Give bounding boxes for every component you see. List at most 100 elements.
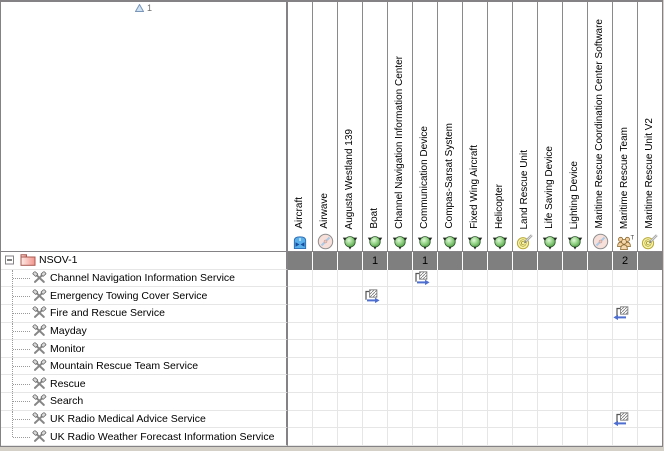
matrix-cell[interactable] [313,393,338,411]
column-header-boat[interactable]: Boat [363,2,388,251]
matrix-cell[interactable] [613,287,638,305]
matrix-cell[interactable] [513,428,538,446]
matrix-cell[interactable] [488,357,513,376]
matrix-cell[interactable] [338,393,363,411]
matrix-cell[interactable] [338,269,363,288]
matrix-cell[interactable] [513,322,538,341]
matrix-cell[interactable] [463,322,488,341]
sort-indicator[interactable]: 1 [135,3,152,13]
tree-item-monitor[interactable]: Monitor [1,340,288,358]
matrix-cell[interactable] [288,287,313,305]
matrix-cell[interactable] [563,322,588,341]
matrix-cell[interactable] [538,375,563,394]
matrix-cell[interactable] [313,322,338,341]
matrix-cell[interactable] [588,287,613,305]
matrix-cell[interactable] [538,269,563,288]
matrix-cell[interactable] [588,428,613,446]
matrix-cell[interactable] [513,375,538,394]
matrix-cell[interactable] [488,340,513,358]
matrix-cell[interactable] [388,393,413,411]
matrix-cell[interactable] [413,375,438,394]
matrix-cell[interactable] [488,428,513,446]
matrix-cell[interactable] [638,269,662,288]
column-header-life-saving-device[interactable]: Life Saving Device [538,2,563,251]
matrix-cell[interactable] [313,428,338,446]
matrix-cell[interactable] [588,393,613,411]
column-header-maritime-rescue-unit-v2[interactable]: Maritime Rescue Unit V2 © [638,2,662,251]
matrix-cell[interactable] [413,322,438,341]
matrix-cell[interactable] [463,357,488,376]
matrix-cell[interactable] [288,410,313,429]
matrix-cell[interactable] [413,340,438,358]
matrix-cell[interactable] [588,410,613,429]
matrix-cell[interactable] [588,322,613,341]
matrix-cell[interactable] [438,269,463,288]
matrix-cell[interactable] [538,340,563,358]
matrix-cell[interactable] [638,428,662,446]
matrix-cell[interactable] [288,375,313,394]
matrix-cell[interactable] [413,428,438,446]
matrix-cell[interactable] [338,410,363,429]
tree-item-uk-radio-weather-forecast-information-service[interactable]: UK Radio Weather Forecast Information Se… [1,428,288,446]
matrix-cell[interactable] [388,357,413,376]
column-header-fixed-wing-aircraft[interactable]: Fixed Wing Aircraft [463,2,488,251]
matrix-cell[interactable] [488,393,513,411]
matrix-cell[interactable] [463,375,488,394]
matrix-cell[interactable] [638,287,662,305]
collapse-expander-icon[interactable] [5,255,14,265]
matrix-cell[interactable] [513,357,538,376]
matrix-cell[interactable] [538,410,563,429]
matrix-cell[interactable] [563,287,588,305]
matrix-cell[interactable] [538,428,563,446]
matrix-cell[interactable] [563,410,588,429]
matrix-cell[interactable] [463,428,488,446]
matrix-cell[interactable] [588,375,613,394]
matrix-cell[interactable] [538,287,563,305]
matrix-cell[interactable] [588,340,613,358]
matrix-cell[interactable] [438,322,463,341]
matrix-cell[interactable] [613,304,638,323]
matrix-cell[interactable] [563,269,588,288]
matrix-cell[interactable] [538,304,563,323]
matrix-cell[interactable] [513,269,538,288]
matrix-cell[interactable] [313,410,338,429]
matrix-cell[interactable] [613,428,638,446]
column-header-land-rescue-unit[interactable]: Land Rescue Unit © [513,2,538,251]
matrix-cell[interactable] [363,410,388,429]
matrix-cell[interactable] [613,269,638,288]
matrix-cell[interactable] [488,322,513,341]
matrix-cell[interactable] [288,393,313,411]
matrix-cell[interactable] [438,393,463,411]
matrix-cell[interactable] [563,375,588,394]
matrix-cell[interactable] [613,393,638,411]
matrix-cell[interactable] [538,393,563,411]
tree-item-fire-and-rescue-service[interactable]: Fire and Rescue Service [1,304,288,323]
matrix-cell[interactable] [638,322,662,341]
matrix-cell[interactable] [388,304,413,323]
column-header-lighting-device[interactable]: Lighting Device [563,2,588,251]
matrix-cell[interactable] [588,304,613,323]
matrix-cell[interactable] [413,410,438,429]
matrix-cell[interactable] [363,322,388,341]
matrix-cell[interactable] [288,304,313,323]
matrix-cell[interactable] [338,322,363,341]
column-header-channel-navigation-information-center[interactable]: Channel Navigation Information Center [388,2,413,251]
column-header-airwave[interactable]: Airwave [313,2,338,251]
matrix-cell[interactable] [563,340,588,358]
matrix-cell[interactable] [463,410,488,429]
matrix-cell[interactable] [363,357,388,376]
matrix-cell[interactable] [613,410,638,429]
matrix-cell[interactable] [613,357,638,376]
matrix-cell[interactable] [638,304,662,323]
tree-item-search[interactable]: Search [1,393,288,411]
column-header-augusta-westland-139[interactable]: Augusta Westland 139 [338,2,363,251]
matrix-cell[interactable] [513,287,538,305]
matrix-cell[interactable] [513,393,538,411]
matrix-cell[interactable] [438,375,463,394]
matrix-cell[interactable] [638,357,662,376]
tree-item-emergency-towing-cover-service[interactable]: Emergency Towing Cover Service [1,287,288,305]
matrix-cell[interactable] [363,393,388,411]
matrix-cell[interactable] [363,340,388,358]
matrix-cell[interactable] [613,322,638,341]
matrix-cell[interactable] [313,304,338,323]
